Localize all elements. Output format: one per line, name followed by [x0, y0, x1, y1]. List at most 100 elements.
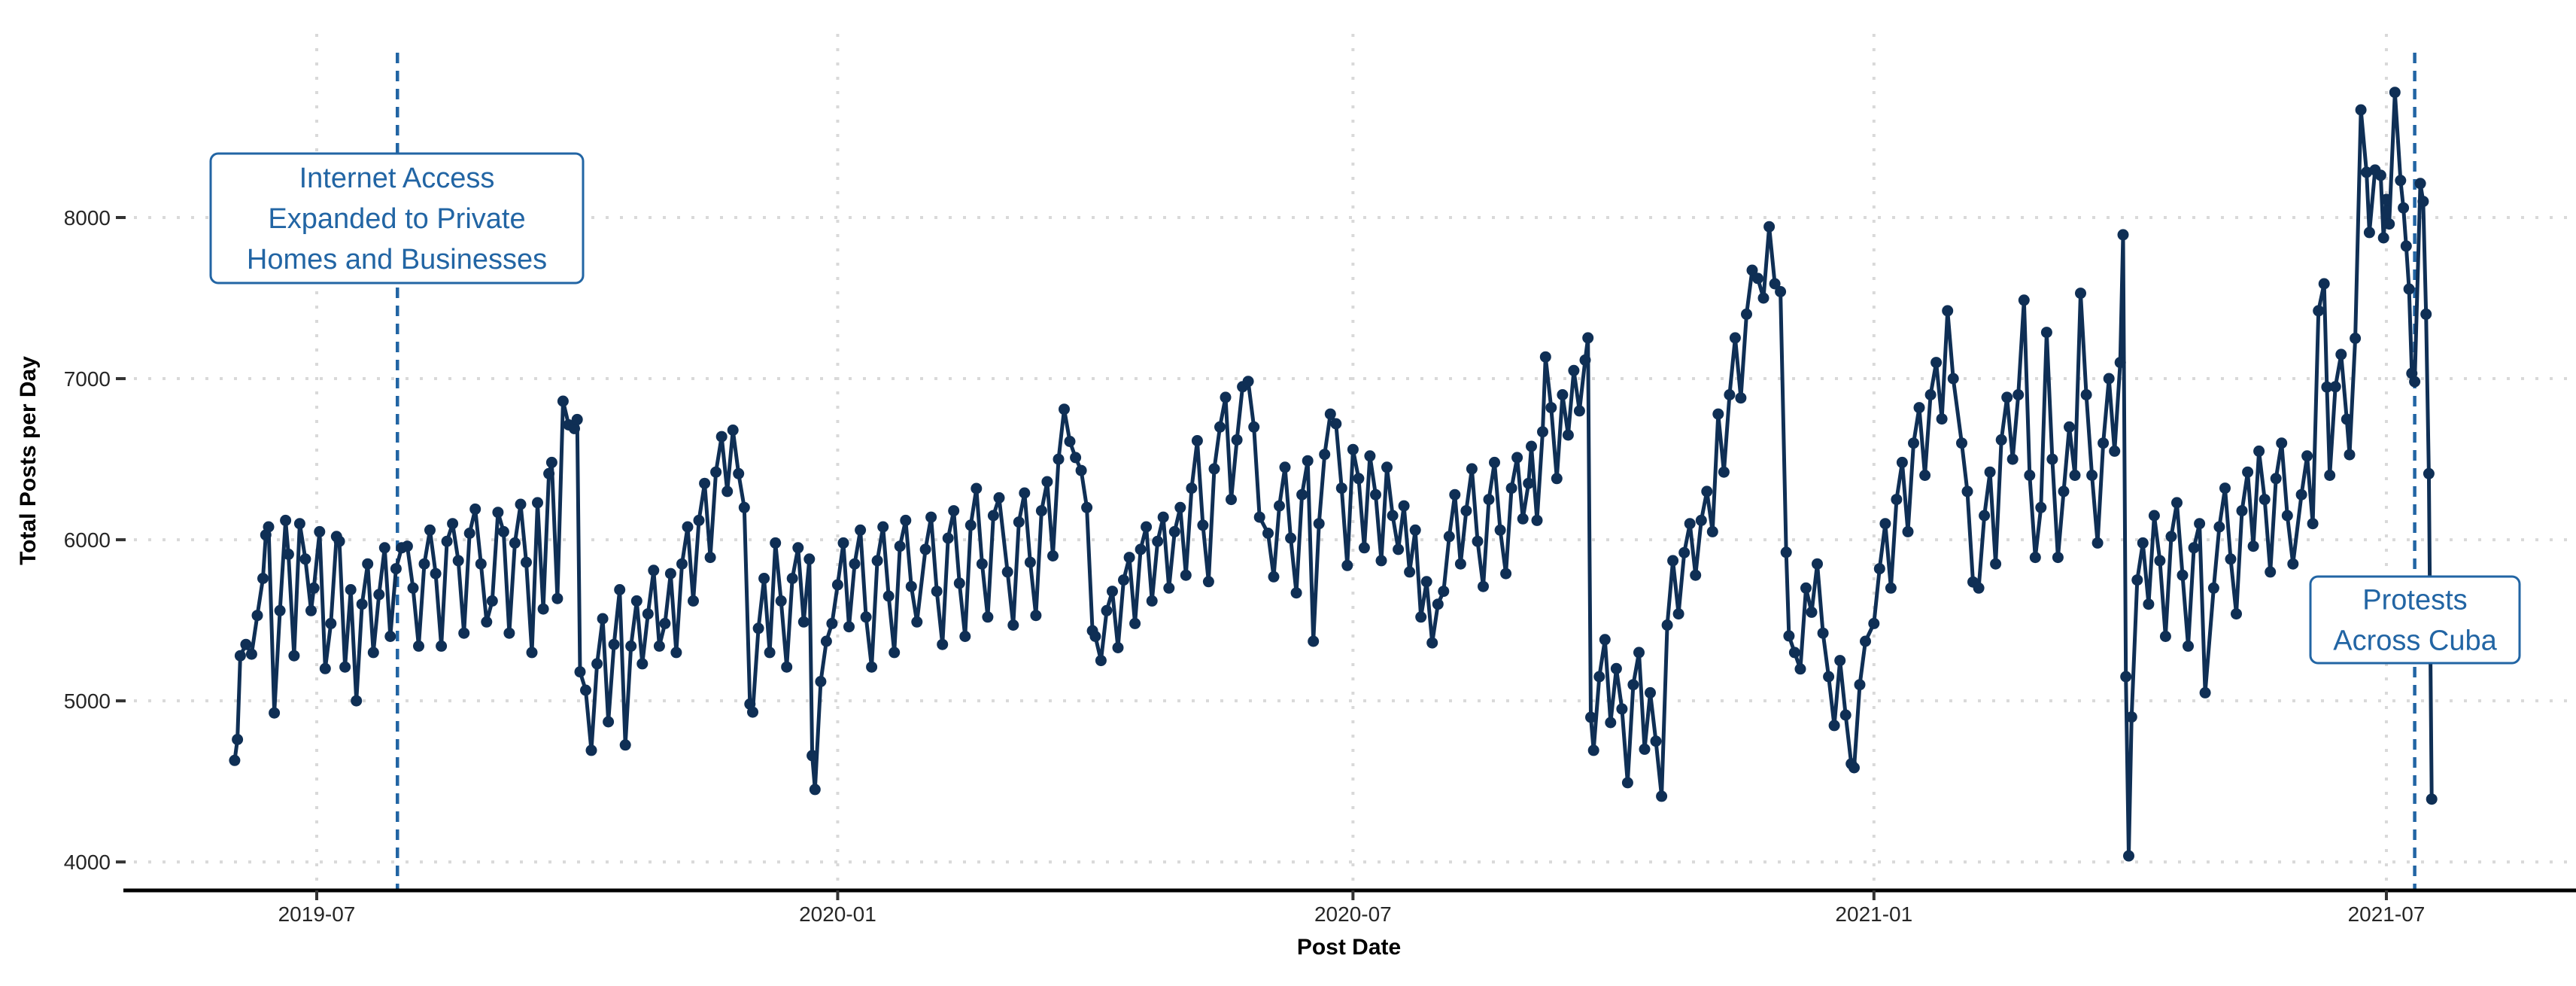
data-point [1262, 528, 1274, 539]
data-point [1268, 571, 1280, 583]
data-point [1924, 389, 1937, 400]
y-tick-label: 8000 [64, 206, 111, 230]
data-point [2361, 166, 2373, 178]
data-point [1231, 434, 1243, 446]
data-point [1860, 635, 1871, 647]
data-point [971, 482, 983, 495]
data-point [1908, 437, 1919, 449]
data-point [1035, 505, 1047, 517]
data-point [727, 425, 739, 436]
x-axis: 2019-07 2020-01 2020-07 2021-01 2021-07 4000 5… [64, 206, 2576, 926]
data-point [569, 422, 580, 434]
data-point [820, 635, 832, 647]
data-point [1526, 440, 1537, 452]
data-point [2281, 510, 2293, 522]
data-point [2276, 437, 2288, 449]
data-point [1053, 453, 1065, 465]
data-point [1633, 647, 1645, 659]
data-point [580, 684, 591, 696]
data-point [894, 540, 906, 552]
data-point [1370, 488, 1381, 501]
data-point [2058, 485, 2070, 498]
data-point [2259, 494, 2271, 506]
data-point [1678, 546, 1690, 558]
data-point [234, 650, 246, 662]
annotation-boxes: Internet Access Expanded to Private Homes … [209, 152, 2521, 665]
data-point [481, 616, 493, 628]
data-point [492, 507, 504, 519]
data-point [2335, 348, 2347, 361]
data-point [497, 525, 509, 537]
data-point [557, 395, 569, 407]
data-point [280, 514, 292, 526]
data-point [1112, 642, 1124, 653]
data-point [1913, 402, 1925, 414]
data-point [1129, 617, 1141, 629]
data-point [1729, 332, 1741, 344]
data-point [664, 568, 676, 580]
data-point [1494, 524, 1506, 536]
data-point [2006, 453, 2019, 465]
data-point [1030, 610, 1042, 622]
data-point [2295, 488, 2307, 501]
data-point [1432, 598, 1444, 610]
data-point [229, 754, 241, 766]
data-point [866, 661, 878, 673]
data-point [1007, 619, 1019, 631]
data-point [807, 750, 819, 762]
annotation-box [209, 152, 585, 285]
y-tick-label: 6000 [64, 528, 111, 552]
data-point [1443, 531, 1455, 543]
data-point [670, 647, 682, 659]
data-point [1896, 456, 1908, 468]
data-point [362, 558, 374, 570]
data-point [2253, 445, 2265, 457]
data-point [1783, 630, 1795, 642]
data-point [1523, 477, 1535, 489]
data-point [521, 556, 532, 568]
data-point [447, 518, 459, 530]
data-point [614, 584, 626, 595]
data-point [1472, 535, 1484, 547]
data-point [325, 617, 337, 629]
data-point [1724, 389, 1736, 400]
x-tick-label: 2021-07 [2348, 902, 2426, 926]
x-tick-label: 2020-01 [799, 902, 876, 926]
data-point [2143, 598, 2155, 610]
data-point [758, 573, 770, 584]
data-point [815, 676, 827, 687]
data-point [2236, 505, 2248, 517]
data-point [2035, 501, 2047, 513]
data-point [1746, 264, 1758, 276]
data-point [2313, 305, 2325, 317]
data-point [537, 603, 549, 615]
data-point [2091, 537, 2104, 549]
data-point [1319, 449, 1331, 461]
data-point [1123, 552, 1135, 564]
data-point [1393, 543, 1405, 555]
data-point [2301, 450, 2313, 462]
data-point [1202, 576, 1214, 588]
annotation-text-line: Homes and Businesses [247, 244, 547, 275]
data-point [849, 558, 861, 570]
data-point [770, 537, 782, 549]
data-point [1828, 720, 1840, 732]
data-point [486, 595, 498, 607]
data-point [373, 589, 385, 601]
data-point [1557, 389, 1569, 400]
data-point [1812, 558, 1823, 570]
data-point [1146, 595, 1158, 607]
data-point [1984, 466, 1996, 478]
data-point [475, 558, 487, 570]
data-point [2188, 542, 2200, 554]
data-point [1868, 617, 1880, 629]
data-point [1885, 582, 1897, 594]
data-point [993, 491, 1005, 504]
data-point [2137, 537, 2149, 549]
data-point [515, 498, 527, 510]
data-point [1101, 604, 1113, 616]
data-point [1274, 500, 1285, 512]
data-point [1511, 452, 1523, 464]
data-point [469, 503, 481, 515]
annotation-text-line: Expanded to Private [268, 203, 525, 235]
